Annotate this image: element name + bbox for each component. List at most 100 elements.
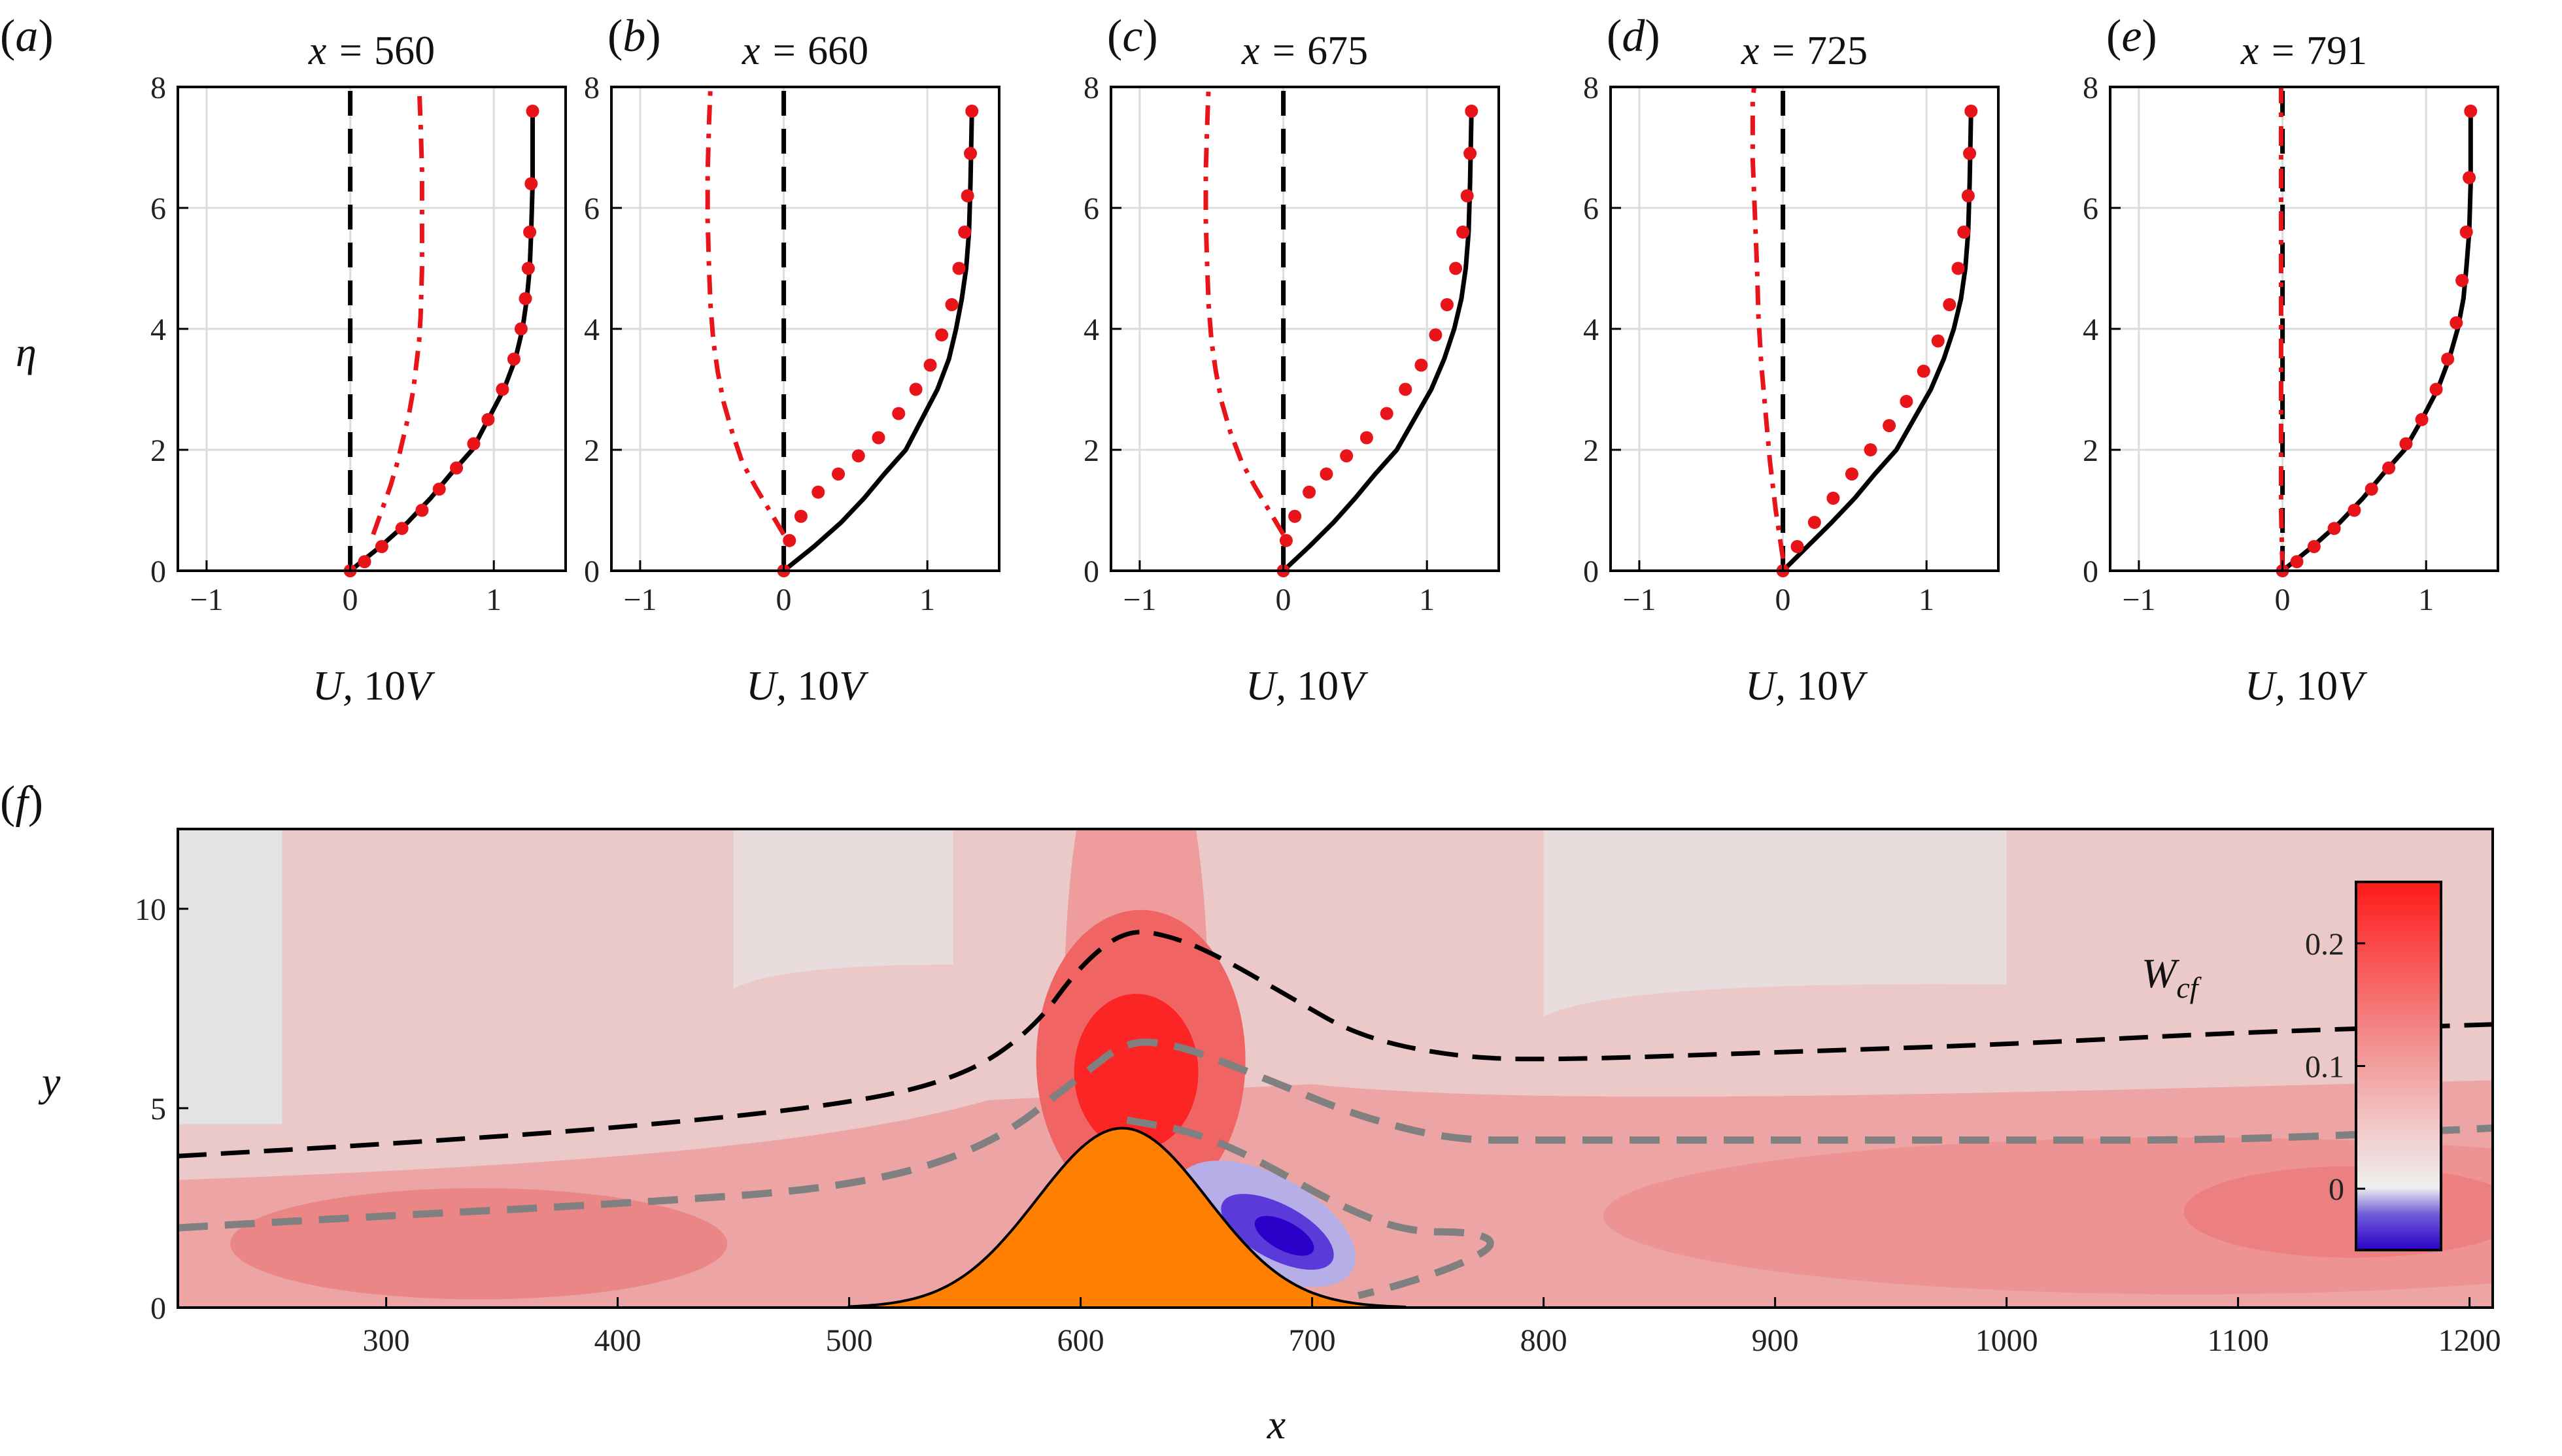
data-point — [952, 262, 966, 275]
data-point — [1864, 443, 1877, 456]
series-black-solid — [782, 110, 974, 573]
data-point — [1449, 262, 1463, 275]
data-point — [1320, 467, 1333, 481]
data-point — [496, 382, 509, 396]
x-tick-label: −1 — [1123, 583, 1156, 617]
panel-title: x = 560 — [308, 29, 435, 73]
x-tick-label: 600 — [1057, 1323, 1104, 1358]
data-point — [1957, 226, 1971, 239]
x-tick-label: 900 — [1752, 1323, 1799, 1358]
data-point — [2327, 522, 2341, 535]
series-red-dots — [1276, 105, 1478, 577]
data-point — [1340, 449, 1354, 463]
data-point — [1951, 262, 1965, 275]
x-tick-label: 0 — [776, 583, 792, 617]
data-point — [514, 322, 528, 335]
panel-letter: (f) — [0, 777, 43, 828]
panel-title: x = 791 — [2240, 29, 2367, 73]
data-point — [909, 382, 923, 396]
data-point — [2464, 105, 2478, 118]
colorbar-tick-label: 0.1 — [2305, 1050, 2344, 1085]
panel-letter: (d) — [1607, 11, 1660, 61]
data-point — [2459, 226, 2473, 239]
data-point — [2415, 413, 2429, 426]
data-point — [1964, 105, 1978, 118]
y-tick-label: 6 — [1084, 192, 1099, 226]
y-tick-label: 4 — [1583, 313, 1599, 347]
y-axis-label: η — [16, 329, 37, 375]
y-tick-label: 0 — [584, 554, 600, 589]
panel-letter: (e) — [2106, 11, 2157, 61]
y-tick-label: 8 — [584, 71, 600, 105]
data-point — [1917, 364, 1930, 378]
data-point — [961, 189, 974, 203]
data-point — [1465, 105, 1478, 118]
x-tick-label: −1 — [190, 583, 223, 617]
series-red-dashdot — [1750, 86, 1786, 560]
x-axis-label: U, 10V — [1246, 662, 1369, 709]
series-red-dashdot — [2278, 87, 2285, 571]
panel-c: −1 0 1 0 2 4 6 8 x = 675 U, 10V (c) — [1084, 11, 1500, 709]
x-tick-label: −1 — [2122, 583, 2155, 617]
series-red-dots — [343, 105, 539, 577]
panel-b: −1 0 1 0 2 4 6 8 x = 660 U, 10V (b) — [584, 11, 1000, 709]
series-black-solid — [1781, 110, 1973, 573]
data-point — [965, 105, 979, 118]
y-axis-label: y — [38, 1058, 61, 1105]
contour-grey-dashed — [1126, 1116, 1494, 1300]
data-point — [1380, 407, 1393, 420]
x-tick-label: 500 — [826, 1323, 873, 1358]
data-point — [450, 461, 464, 475]
x-tick-label: −1 — [1622, 583, 1656, 617]
data-point — [1279, 533, 1293, 547]
x-tick-label: 1100 — [2207, 1323, 2268, 1358]
data-point — [1931, 334, 1945, 348]
y-tick-label: 2 — [150, 433, 166, 468]
series-red-dashdot — [371, 86, 424, 535]
panel-letter: (b) — [607, 11, 661, 61]
data-point — [1460, 189, 1474, 203]
x-tick-label: 1200 — [2438, 1323, 2501, 1358]
data-point — [1826, 492, 1840, 505]
y-tick-label: 2 — [1583, 433, 1599, 468]
contour-panel-f: 0 0.1 0.2 Wcf 300 400 500 600 700 800 900 1000 1100 1… — [0, 777, 2501, 1448]
y-tick-label: 6 — [584, 192, 600, 226]
data-point — [2429, 382, 2443, 396]
field-band-core — [2183, 1166, 2493, 1258]
y-tick-label: 6 — [150, 192, 166, 226]
data-point — [851, 449, 865, 463]
negative-region-core — [1254, 1215, 1314, 1256]
x-tick-label: −1 — [623, 583, 657, 617]
x-axis-label: U, 10V — [2245, 662, 2368, 709]
data-point — [2455, 274, 2469, 287]
data-point — [2382, 461, 2396, 475]
panel-title: x = 675 — [1241, 29, 1368, 73]
hump-shape — [847, 1126, 1407, 1308]
data-point — [1359, 431, 1373, 445]
data-point — [2365, 483, 2378, 496]
panel-letter: (c) — [1107, 11, 1158, 61]
y-tick-label: 8 — [150, 71, 166, 105]
series-red-dashdot — [1203, 86, 1286, 536]
panel-d: −1 0 1 0 2 4 6 8 x = 725 U, 10V (d) — [1583, 11, 2000, 709]
data-point — [2348, 503, 2361, 517]
series-red-dots — [1776, 105, 1978, 577]
data-point — [521, 262, 535, 275]
x-tick-label: 0 — [1276, 583, 1291, 617]
x-tick-label: 1 — [2418, 583, 2434, 617]
y-tick-label: 6 — [1583, 192, 1599, 226]
data-point — [1456, 226, 1470, 239]
data-point — [2463, 171, 2476, 184]
series-red-dashdot — [705, 86, 786, 536]
data-point — [523, 226, 537, 239]
data-point — [935, 328, 949, 342]
data-point — [481, 413, 495, 426]
colorbar-tick-label: 0.2 — [2305, 927, 2344, 962]
data-point — [2450, 316, 2463, 330]
data-point — [1900, 395, 1913, 408]
data-point — [923, 358, 937, 372]
x-axis-label: U, 10V — [313, 662, 436, 709]
data-point — [524, 177, 538, 190]
y-tick-label: 2 — [2083, 433, 2098, 468]
